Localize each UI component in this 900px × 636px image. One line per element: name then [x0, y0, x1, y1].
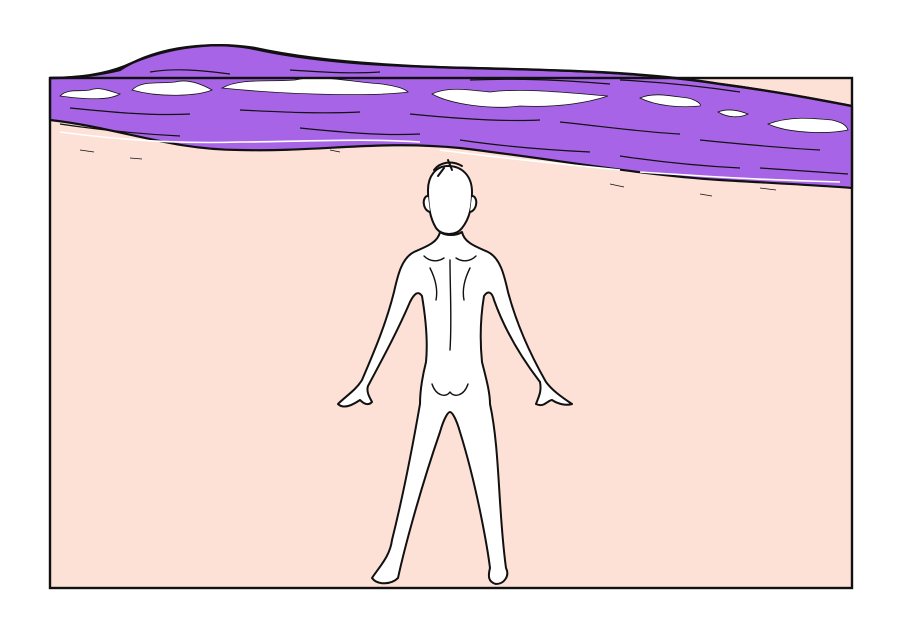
figure-head — [428, 166, 472, 234]
